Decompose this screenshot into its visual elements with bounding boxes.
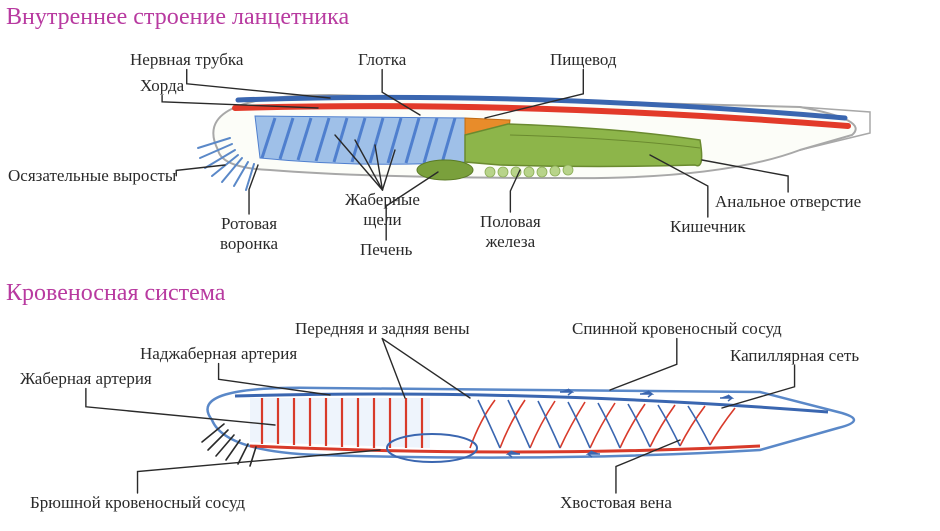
lancelet-circulatory: [202, 388, 854, 466]
label-anus: Анальное отверстие: [715, 192, 861, 212]
lancelet-anatomy: [198, 95, 870, 190]
label-ventral: Брюшной кровеносный сосуд: [30, 493, 245, 513]
label-ant-post-veins: Передняя и задняя вены: [295, 319, 470, 339]
label-supra: Наджаберная артерия: [140, 344, 297, 364]
label-pharynx: Глотка: [358, 50, 406, 70]
label-gill-slits: Жаберные щели: [345, 190, 420, 229]
label-oral-funnel: Ротовая воронка: [220, 214, 278, 253]
label-nerve-tube: Нервная трубка: [130, 50, 243, 70]
label-caudal: Хвостовая вена: [560, 493, 672, 513]
label-capillary: Капиллярная сеть: [730, 346, 859, 366]
label-esophagus: Пищевод: [550, 50, 617, 70]
label-gill-art: Жаберная артерия: [20, 369, 152, 389]
label-gonad: Половая железа: [480, 212, 541, 251]
label-notochord: Хорда: [140, 76, 184, 96]
label-tentacles: Осязательные выросты: [8, 166, 176, 186]
label-dorsal: Спинной кровеносный сосуд: [572, 319, 782, 339]
label-liver: Печень: [360, 240, 412, 260]
label-intestine: Кишечник: [670, 217, 746, 237]
